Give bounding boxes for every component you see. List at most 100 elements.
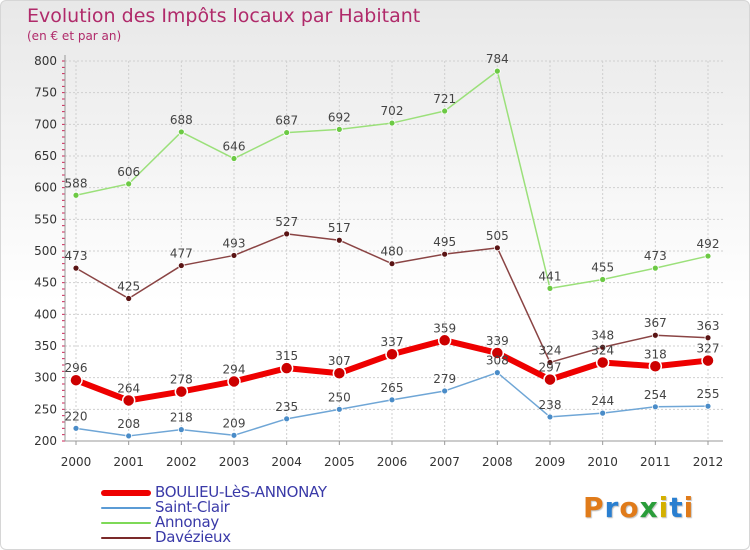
data-label: 473 — [644, 249, 667, 263]
data-point — [332, 366, 347, 380]
data-label: 784 — [486, 52, 509, 66]
data-label: 278 — [170, 373, 193, 387]
data-point — [648, 359, 663, 374]
chart-title: Evolution des Impôts locaux par Habitant — [27, 5, 421, 27]
logo-letter: r — [604, 491, 620, 524]
data-label: 254 — [644, 388, 667, 402]
chart-subtitle: (en € et par an) — [27, 29, 122, 43]
data-point — [335, 405, 343, 413]
data-point — [493, 244, 501, 252]
data-point — [704, 252, 712, 260]
x-tick-label: 2005 — [324, 455, 355, 469]
data-point — [704, 402, 712, 410]
x-tick-label: 2003 — [219, 455, 250, 469]
data-point — [543, 372, 557, 387]
logo-letter: i — [658, 491, 670, 524]
x-tick-label: 2012 — [693, 455, 724, 469]
legend-label-boulieu: BOULIEU-LèS-ANNONAY — [155, 483, 327, 501]
data-label: 250 — [328, 390, 351, 404]
data-point — [493, 369, 501, 377]
data-label: 480 — [381, 245, 404, 259]
data-point — [72, 424, 80, 432]
data-label: 279 — [433, 372, 456, 386]
data-label: 688 — [170, 113, 193, 127]
data-label: 220 — [65, 409, 88, 423]
data-point — [230, 155, 238, 162]
data-point — [385, 347, 399, 361]
data-point — [177, 426, 185, 434]
data-point — [546, 284, 554, 292]
data-point — [388, 119, 396, 127]
data-label: 441 — [539, 269, 562, 283]
data-label: 477 — [170, 247, 193, 261]
data-point — [651, 403, 659, 411]
data-label: 473 — [65, 249, 88, 263]
data-point — [599, 409, 607, 417]
legend-label-saint-clair: Saint-Clair — [155, 498, 230, 516]
x-tick-label: 2009 — [535, 455, 566, 469]
data-point — [283, 415, 291, 423]
logo-letter: P — [583, 491, 605, 524]
data-point — [599, 276, 607, 283]
data-label: 315 — [275, 349, 298, 363]
data-label: 294 — [223, 362, 246, 376]
legend-swatch-saint-clair — [101, 507, 151, 509]
data-label: 218 — [170, 411, 193, 425]
data-point — [72, 264, 80, 272]
legend-swatch-boulieu — [101, 490, 151, 496]
data-label: 209 — [223, 416, 246, 430]
data-point — [227, 374, 241, 389]
data-point — [595, 355, 610, 370]
x-tick-label: 2007 — [429, 455, 460, 469]
data-point — [546, 359, 554, 366]
x-tick-label: 2004 — [271, 455, 302, 469]
data-label: 307 — [328, 354, 351, 368]
data-point — [651, 264, 659, 272]
data-label: 367 — [644, 316, 667, 330]
x-tick-label: 2011 — [640, 455, 671, 469]
data-label: 455 — [591, 261, 614, 275]
data-label: 255 — [697, 387, 720, 401]
data-label: 337 — [381, 335, 404, 349]
data-label: 492 — [697, 237, 720, 251]
data-point — [72, 191, 80, 199]
data-point — [651, 331, 659, 339]
data-point — [125, 180, 133, 188]
data-label: 244 — [591, 394, 614, 408]
y-tick-label: 200 — [34, 434, 57, 448]
data-point — [490, 346, 505, 360]
data-label: 517 — [328, 221, 351, 235]
data-point — [704, 334, 712, 342]
y-tick-label: 700 — [34, 117, 57, 131]
data-label: 318 — [644, 347, 667, 361]
data-label: 687 — [275, 114, 298, 128]
y-tick-label: 750 — [34, 86, 57, 100]
y-tick-label: 250 — [34, 402, 57, 416]
data-point — [125, 295, 133, 302]
data-label: 606 — [117, 165, 140, 179]
logo-letter: i — [683, 491, 695, 524]
x-tick-label: 2002 — [166, 455, 197, 469]
data-point — [441, 387, 449, 395]
data-label: 363 — [697, 319, 720, 333]
data-point — [121, 393, 136, 408]
data-label: 324 — [539, 343, 562, 357]
data-label: 702 — [381, 104, 404, 118]
data-label: 339 — [486, 334, 509, 348]
y-tick-label: 300 — [34, 371, 57, 385]
data-point — [546, 413, 554, 421]
y-tick-label: 500 — [34, 244, 57, 258]
data-label: 327 — [697, 342, 720, 356]
data-point — [279, 361, 294, 375]
data-point — [441, 107, 449, 115]
data-label: 359 — [433, 321, 456, 335]
data-label: 296 — [65, 361, 88, 375]
x-tick-label: 2006 — [377, 455, 408, 469]
data-label: 721 — [433, 92, 456, 106]
y-tick-label: 350 — [34, 339, 57, 353]
data-label: 493 — [223, 236, 246, 250]
proxiti-logo: Proxiti — [583, 491, 694, 524]
data-label: 425 — [117, 280, 140, 294]
